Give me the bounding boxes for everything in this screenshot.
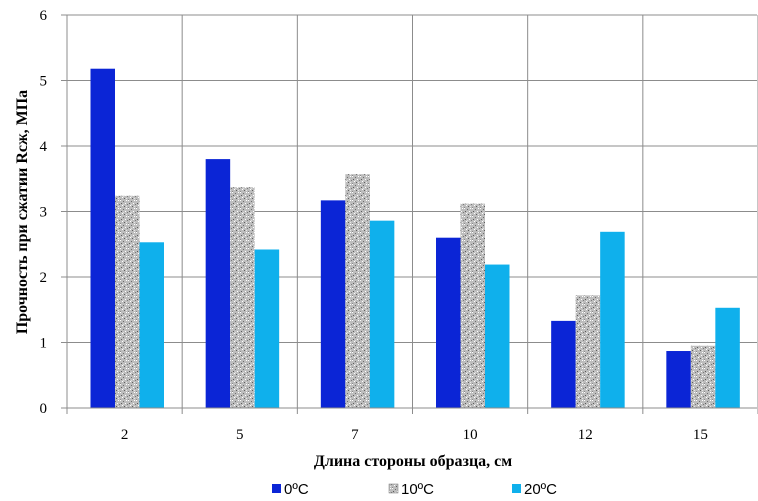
bar-0ºC-10 [436,237,461,408]
bar-20ºC-10 [485,264,510,408]
axes [61,14,758,414]
bar-10ºC-10 [460,203,485,408]
x-axis-title: Длина стороны образца, см [314,453,512,470]
bar-0ºC-2 [90,68,115,409]
bar-10ºC-2 [115,195,140,408]
legend-swatch-0ºC [272,484,281,493]
bar-20ºC-2 [139,242,164,408]
y-tick-label: 1 [40,336,48,352]
bar-0ºC-7 [320,200,346,408]
y-tick-label: 0 [40,401,48,417]
y-tick-label: 5 [40,74,48,90]
y-tick-label: 2 [40,270,48,286]
y-tick-labels: 0 1 2 3 4 5 6 [40,8,48,417]
legend-label: 20ºC [524,481,557,498]
legend-swatch-10ºC [388,483,399,494]
legend-label: 10ºC [401,481,434,498]
legend: 0ºC 10ºC 20ºC [272,481,557,498]
bar-10ºC-7 [345,174,370,408]
x-tick-label: 15 [693,427,708,443]
x-tick-label: 7 [351,427,359,443]
x-tick-label: 10 [463,427,478,443]
bar-10ºC-12 [575,295,601,408]
y-axis-title: Прочность при сжатии Rсж, МПа [14,90,31,334]
bar-0ºC-5 [205,159,231,408]
x-tick-label: 12 [578,427,593,443]
y-tick-label: 3 [40,205,48,221]
bar-20ºC-5 [254,249,280,408]
bar-20ºC-7 [369,220,395,408]
y-tick-label: 6 [40,8,48,24]
legend-label: 0ºC [284,481,309,498]
bar-10ºC-15 [690,345,716,408]
x-tick-label: 2 [121,427,129,443]
bar-20ºC-15 [715,307,740,408]
bar-20ºC-12 [600,231,625,408]
legend-swatch-20ºC [512,484,521,493]
bar-0ºC-12 [551,320,576,408]
x-tick-label: 5 [236,427,244,443]
bars [90,68,740,409]
y-tick-label: 4 [40,139,48,155]
bar-0ºC-15 [666,351,691,408]
x-tick-labels: 2 5 7 10 12 15 [121,427,708,443]
bar-10ºC-5 [230,187,255,408]
gridlines [67,14,758,408]
